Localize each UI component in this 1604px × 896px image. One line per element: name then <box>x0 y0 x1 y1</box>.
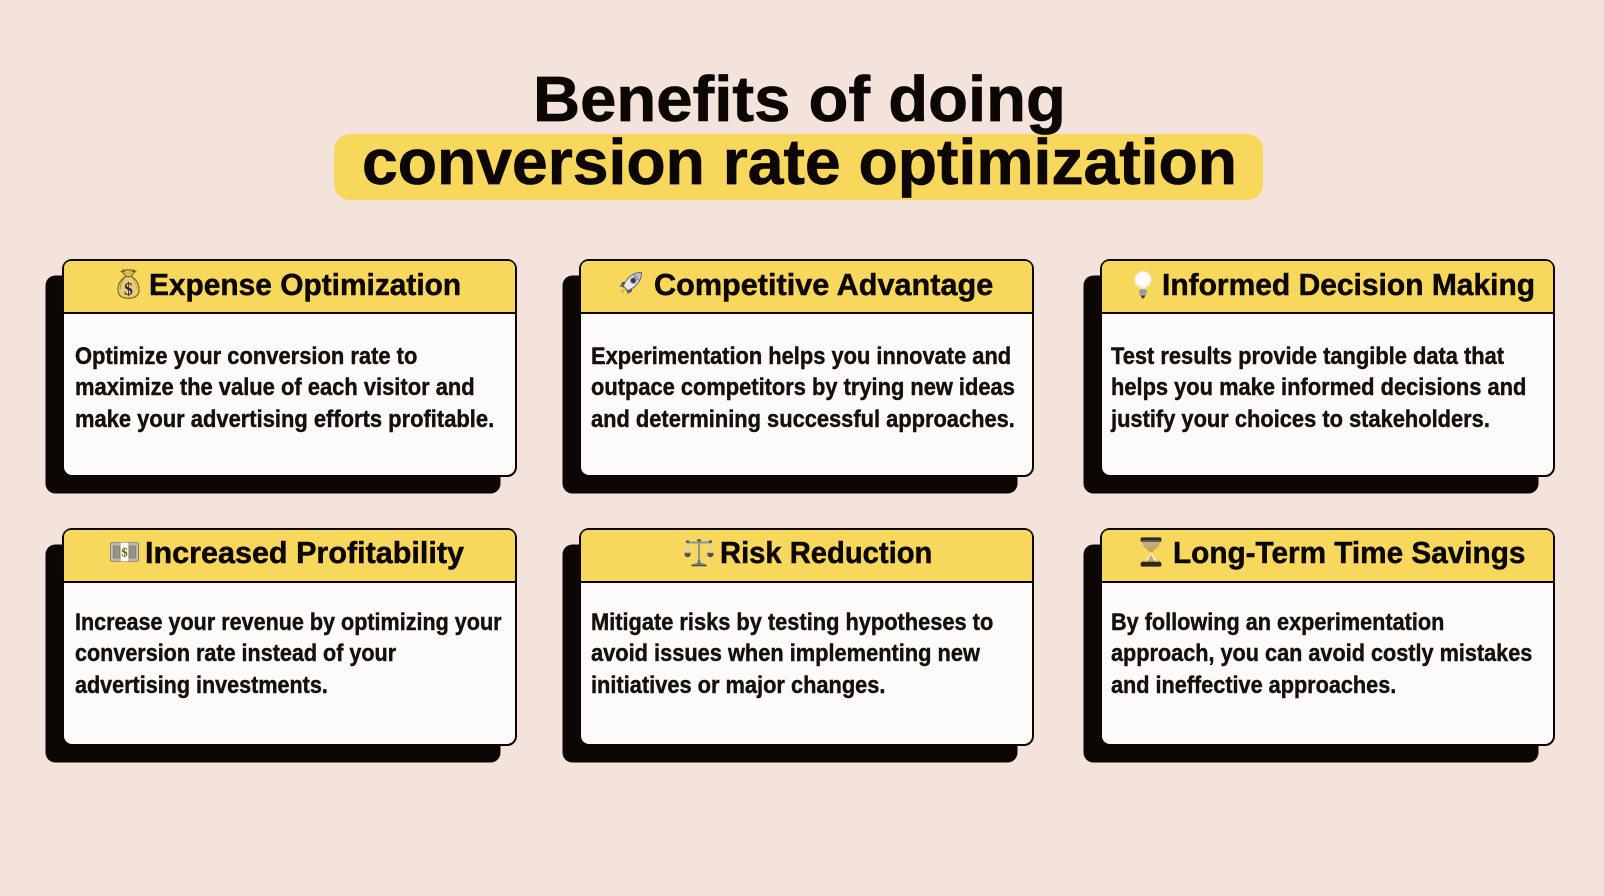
svg-text:$: $ <box>124 278 133 298</box>
svg-text:$: $ <box>121 545 127 559</box>
